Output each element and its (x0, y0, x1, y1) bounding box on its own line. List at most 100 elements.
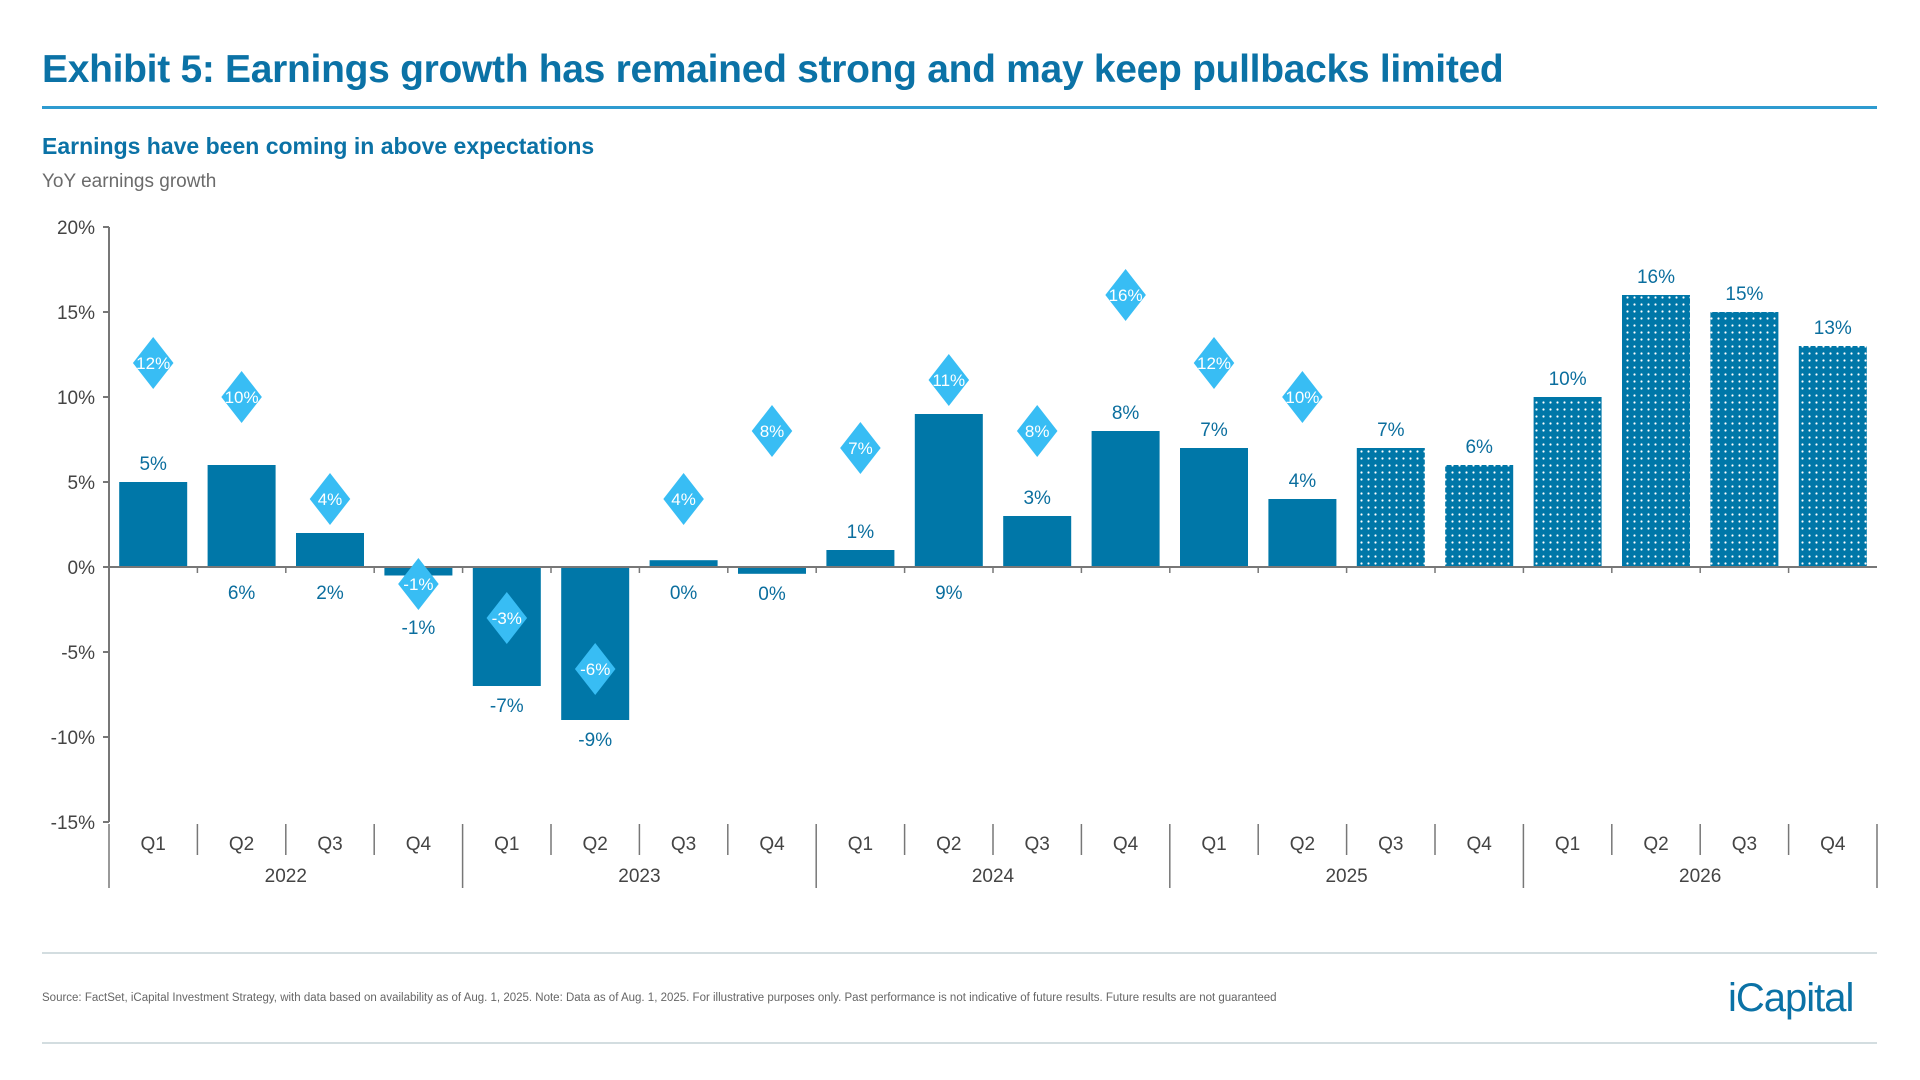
year-label: 2025 (1325, 866, 1367, 887)
x-tick-label: Q1 (1555, 834, 1580, 855)
bar-value-label: 0% (670, 583, 698, 604)
x-tick-label: Q1 (494, 834, 519, 855)
bar-value-label: 6% (1465, 437, 1493, 458)
expectation-diamond (398, 558, 439, 610)
x-tick-label: Q3 (1025, 834, 1050, 855)
expectation-label: 16% (1109, 286, 1143, 305)
expectation-diamond (309, 473, 351, 525)
expectation-diamond (132, 337, 174, 389)
expectation-label: 12% (136, 354, 170, 373)
source-note: Source: FactSet, iCapital Investment Str… (42, 992, 1277, 1004)
expectation-diamond (928, 354, 970, 406)
expectation-label: 4% (318, 490, 343, 509)
bar-value-label: 13% (1814, 318, 1852, 339)
bar-value-label: 3% (1023, 488, 1051, 509)
expectation-label: 11% (932, 371, 965, 390)
bar-value-label: 0% (758, 584, 786, 605)
y-tick-label: -15% (51, 813, 95, 834)
y-tick-label: 0% (68, 558, 96, 579)
x-tick-label: Q4 (406, 834, 432, 855)
y-tick-label: 5% (68, 473, 96, 494)
y-tick-label: 15% (57, 303, 95, 324)
bar (826, 550, 895, 567)
x-tick-label: Q4 (1113, 834, 1139, 855)
bar-value-label: 4% (1289, 471, 1317, 492)
bar (1710, 312, 1779, 567)
bar (1798, 346, 1867, 567)
x-tick-label: Q1 (141, 834, 166, 855)
footer-divider-top (42, 952, 1877, 954)
expectation-label: -1% (403, 575, 433, 594)
bar (1268, 499, 1337, 567)
y-tick-label: 20% (57, 218, 95, 239)
title-divider (42, 106, 1877, 109)
bar (1622, 295, 1690, 567)
expectation-label: 10% (225, 388, 259, 407)
x-tick-label: Q3 (1378, 834, 1403, 855)
year-label: 2024 (972, 866, 1015, 887)
expectation-diamond (663, 473, 704, 525)
bar (1445, 465, 1514, 567)
x-tick-label: Q3 (317, 834, 342, 855)
bar (1180, 448, 1248, 567)
bar (1003, 516, 1072, 567)
bar-value-label: -1% (402, 618, 436, 639)
y-axis-label: YoY earnings growth (42, 171, 217, 192)
expectation-label: 8% (1025, 422, 1050, 441)
bar-value-label: -7% (490, 696, 524, 717)
x-tick-label: Q1 (848, 834, 873, 855)
expectation-diamond (574, 643, 616, 695)
x-tick-label: Q2 (1290, 834, 1315, 855)
page-title: Exhibit 5: Earnings growth has remained … (42, 48, 1504, 91)
x-tick-label: Q2 (1643, 834, 1668, 855)
bar (207, 465, 276, 567)
bar-value-label: 5% (139, 454, 167, 475)
expectation-label: 8% (760, 422, 785, 441)
x-tick-label: Q4 (1467, 834, 1493, 855)
expectation-diamond (1105, 269, 1146, 321)
bar (119, 482, 188, 567)
bar-value-label: 16% (1637, 267, 1675, 288)
bar (1356, 448, 1425, 567)
bar-value-label: 15% (1725, 284, 1763, 305)
x-tick-label: Q2 (229, 834, 254, 855)
y-tick-label: -10% (51, 728, 95, 749)
bar (1091, 431, 1160, 567)
expectation-diamond (1016, 405, 1058, 457)
bar-value-label: 2% (316, 583, 344, 604)
expectation-diamond (1193, 337, 1235, 389)
icapital-logo: iCapital (1728, 976, 1854, 1020)
x-tick-label: Q1 (1201, 834, 1226, 855)
y-tick-label: 10% (57, 388, 95, 409)
expectation-label: 4% (671, 490, 696, 509)
bar-value-label: -9% (578, 730, 612, 751)
footer-divider-bottom (42, 1042, 1877, 1044)
bar-value-label: 1% (847, 522, 875, 543)
x-tick-label: Q4 (1820, 834, 1846, 855)
bar (1533, 397, 1602, 567)
bar (914, 414, 983, 567)
x-tick-label: Q3 (1732, 834, 1757, 855)
bar-value-label: 7% (1200, 420, 1228, 441)
x-tick-label: Q3 (671, 834, 696, 855)
expectation-diamond (221, 371, 262, 423)
expectation-diamond (751, 405, 793, 457)
y-tick-label: -5% (61, 643, 95, 664)
expectation-label: 12% (1197, 354, 1231, 373)
bar (649, 560, 718, 567)
bar-value-label: 7% (1377, 420, 1405, 441)
bar (738, 567, 806, 574)
x-tick-label: Q2 (936, 834, 961, 855)
bar-value-label: 6% (228, 583, 256, 604)
expectation-diamond (1282, 371, 1323, 423)
bar-value-label: 10% (1549, 369, 1587, 390)
bar-value-label: 9% (935, 583, 963, 604)
year-label: 2026 (1679, 866, 1721, 887)
expectation-label: 10% (1285, 388, 1319, 407)
bar-value-label: 8% (1112, 403, 1140, 424)
expectation-diamond (486, 592, 528, 644)
expectation-diamond (840, 422, 881, 474)
bar (296, 533, 364, 567)
expectation-label: 7% (848, 439, 873, 458)
expectation-label: -6% (580, 660, 610, 679)
